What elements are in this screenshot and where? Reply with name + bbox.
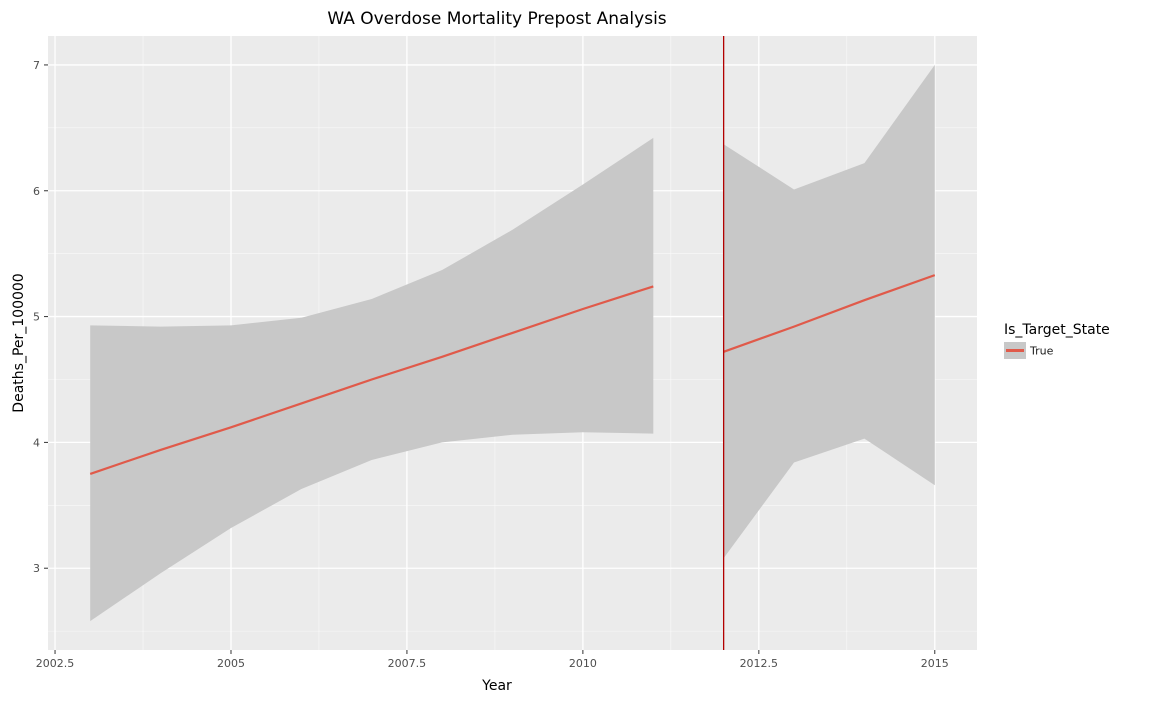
x-tick-label: 2012.5: [740, 657, 779, 670]
legend-entries: True: [1004, 342, 1054, 359]
x-tick-label: 2015: [921, 657, 949, 670]
x-tick-label: 2002.5: [36, 657, 75, 670]
trend-lines: [89, 274, 936, 475]
confidence-ribbon-post: [723, 64, 935, 559]
y-tick-label: 4: [33, 436, 40, 449]
y-tick-label: 3: [33, 562, 40, 575]
chart-title: WA Overdose Mortality Prepost Analysis: [327, 9, 666, 29]
legend-title: Is_Target_State: [1004, 322, 1110, 338]
legend: Is_Target_State True: [1004, 322, 1110, 359]
x-tick-label: 2007.5: [388, 657, 427, 670]
x-tick-label: 2010: [569, 657, 597, 670]
trend-line-pre: [89, 285, 654, 475]
y-tick-label: 5: [33, 311, 40, 324]
trend-line-post: [723, 274, 936, 353]
x-axis-ticks: 2002.5 2005 2007.5 2010 2012.5 2015: [36, 650, 949, 670]
x-axis-title: Year: [481, 678, 512, 694]
legend-label: True: [1029, 345, 1054, 358]
y-axis-ticks: 3 4 5 6 7: [33, 59, 48, 575]
y-tick-label: 6: [33, 185, 40, 198]
x-tick-label: 2005: [217, 657, 245, 670]
y-tick-label: 7: [33, 59, 40, 72]
y-axis-title: Deaths_Per_100000: [11, 273, 27, 412]
